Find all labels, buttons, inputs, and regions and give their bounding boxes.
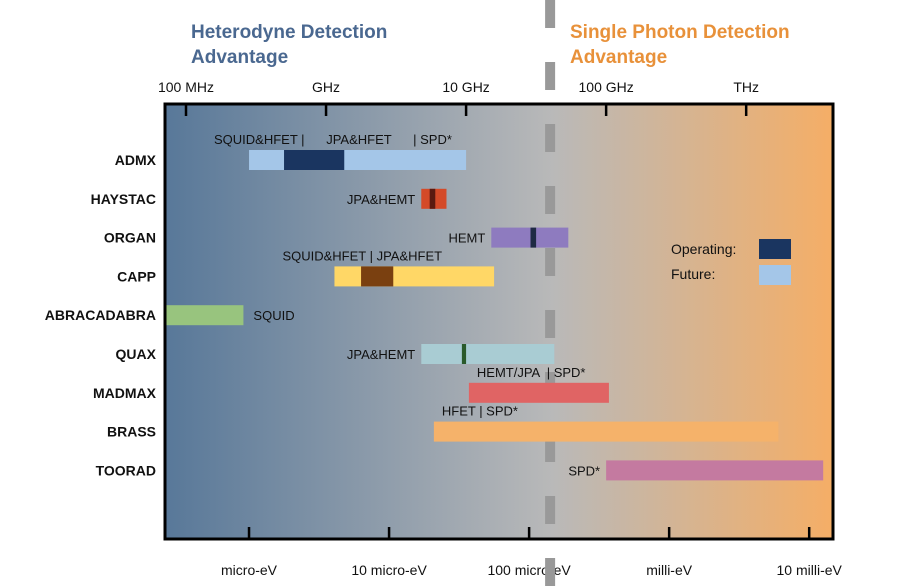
region-title-single-photon-line2: Advantage xyxy=(570,47,667,68)
bar-operating-admx xyxy=(284,150,345,170)
row-label-haystac: HAYSTAC xyxy=(91,191,156,207)
bar-future-capp xyxy=(334,266,495,287)
bar-future-quax xyxy=(421,344,555,364)
bar-operating-capp xyxy=(361,266,394,287)
legend-swatch-future xyxy=(759,265,791,285)
bar-future-abracadabra xyxy=(166,305,244,326)
region-title-single-photon: Single Photon Detection Advantage xyxy=(570,22,790,68)
plot-frame xyxy=(163,102,835,541)
legend-label-operating: Operating: xyxy=(671,241,736,257)
bottom-tick-label: 100 micro-eV xyxy=(487,562,571,578)
bar-future-admx xyxy=(249,150,467,170)
bar-future-organ xyxy=(491,227,569,248)
bar-future-brass xyxy=(433,421,779,442)
bar-operating-quax xyxy=(461,344,467,364)
bar-annotation-quax: JPA&HEMT xyxy=(347,347,415,362)
bar-future-madmax xyxy=(468,382,609,403)
bar-annotation-toorad: SPD* xyxy=(568,463,600,478)
bottom-tick-label: micro-eV xyxy=(221,562,278,578)
row-label-madmax: MADMAX xyxy=(93,385,157,401)
row-label-toorad: TOORAD xyxy=(96,462,156,478)
top-tick-label: GHz xyxy=(312,79,340,95)
bar-operating-organ xyxy=(530,227,537,248)
bar-annotation-madmax: HEMT/JPA | SPD* xyxy=(477,365,586,380)
bar-annotation-organ: HEMT xyxy=(448,231,485,246)
bar-annotation-haystac: JPA&HEMT xyxy=(347,192,415,207)
bar-future-toorad xyxy=(606,460,824,481)
region-title-single-photon-line1: Single Photon Detection xyxy=(570,22,790,43)
top-tick-label: 10 GHz xyxy=(442,79,489,95)
legend-label-future: Future: xyxy=(671,266,715,282)
region-title-heterodyne: Heterodyne Detection Advantage xyxy=(191,22,387,68)
bar-annotation-abracadabra: SQUID xyxy=(253,308,294,323)
legend-swatch-operating xyxy=(759,239,791,259)
row-label-capp: CAPP xyxy=(117,268,156,284)
region-title-heterodyne-line2: Advantage xyxy=(191,47,288,68)
bottom-tick-label: milli-eV xyxy=(646,562,693,578)
bar-annotation-admx: SQUID&HFET | JPA&HFET | SPD* xyxy=(214,132,452,147)
bottom-tick-label: 10 micro-eV xyxy=(351,562,427,578)
top-tick-label: THz xyxy=(733,79,759,95)
bar-annotation-brass: HFET | SPD* xyxy=(442,404,518,419)
row-label-admx: ADMX xyxy=(115,152,157,168)
row-label-abracadabra: ABRACADABRA xyxy=(45,307,156,323)
bottom-tick-label: 10 milli-eV xyxy=(777,562,843,578)
legend: Operating: Future: xyxy=(671,239,791,285)
top-tick-label: 100 MHz xyxy=(158,79,214,95)
bottom-axis: micro-eV 10 micro-eV 100 micro-eV milli-eV 1… xyxy=(221,527,843,578)
bars-group: SQUID&HFET | JPA&HFET | SPD* JPA&HEMT HEMT… xyxy=(166,132,824,481)
bar-operating-haystac xyxy=(429,188,436,209)
top-tick-label: 100 GHz xyxy=(579,79,634,95)
row-label-quax: QUAX xyxy=(116,346,157,362)
top-axis: 100 MHz GHz 10 GHz 100 GHz THz xyxy=(158,79,759,116)
row-labels: ADMX HAYSTAC ORGAN CAPP ABRACADABRA QUAX MADMA… xyxy=(45,152,157,478)
row-label-brass: BRASS xyxy=(107,424,156,440)
bar-annotation-capp: SQUID&HFET | JPA&HFET xyxy=(282,248,442,263)
region-title-heterodyne-line1: Heterodyne Detection xyxy=(191,22,387,43)
row-label-organ: ORGAN xyxy=(104,230,156,246)
